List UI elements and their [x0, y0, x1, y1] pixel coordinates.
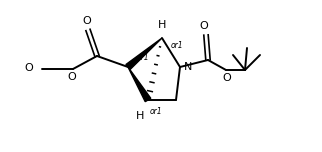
Text: or1: or1: [137, 54, 150, 62]
Polygon shape: [128, 67, 151, 102]
Text: O: O: [223, 73, 232, 83]
Text: N: N: [184, 62, 192, 72]
Text: H: H: [136, 111, 144, 121]
Text: O: O: [83, 16, 91, 26]
Text: or1: or1: [150, 107, 163, 116]
Text: or1: or1: [171, 41, 184, 50]
Text: O: O: [68, 72, 76, 82]
Text: O: O: [24, 63, 33, 73]
Text: O: O: [200, 21, 208, 31]
Text: H: H: [158, 20, 166, 30]
Polygon shape: [126, 38, 162, 69]
